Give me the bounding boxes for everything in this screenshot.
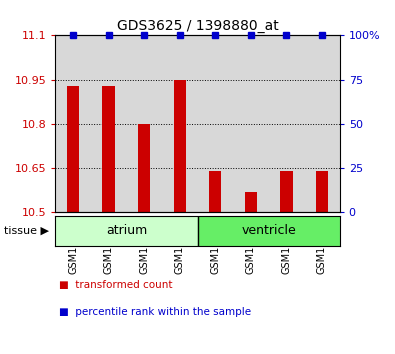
Text: atrium: atrium [106,224,147,238]
Bar [245,192,257,212]
Text: ■  percentile rank within the sample: ■ percentile rank within the sample [59,307,251,316]
Bar [55,216,198,246]
Bar [198,216,340,246]
Title: GDS3625 / 1398880_at: GDS3625 / 1398880_at [117,19,278,33]
Bar [233,35,269,212]
Bar [55,35,91,212]
Text: tissue ▶: tissue ▶ [4,226,49,236]
Bar [91,35,126,212]
Bar [138,124,150,212]
Bar [304,35,340,212]
Text: ventricle: ventricle [241,224,296,238]
Text: ■  transformed count: ■ transformed count [59,280,173,290]
Bar [67,86,79,212]
Bar [269,35,304,212]
Bar [198,35,233,212]
Bar [209,171,222,212]
Bar [126,35,162,212]
Bar [102,86,115,212]
Bar [316,171,328,212]
Bar [173,80,186,212]
Bar [162,35,198,212]
Bar [280,171,293,212]
